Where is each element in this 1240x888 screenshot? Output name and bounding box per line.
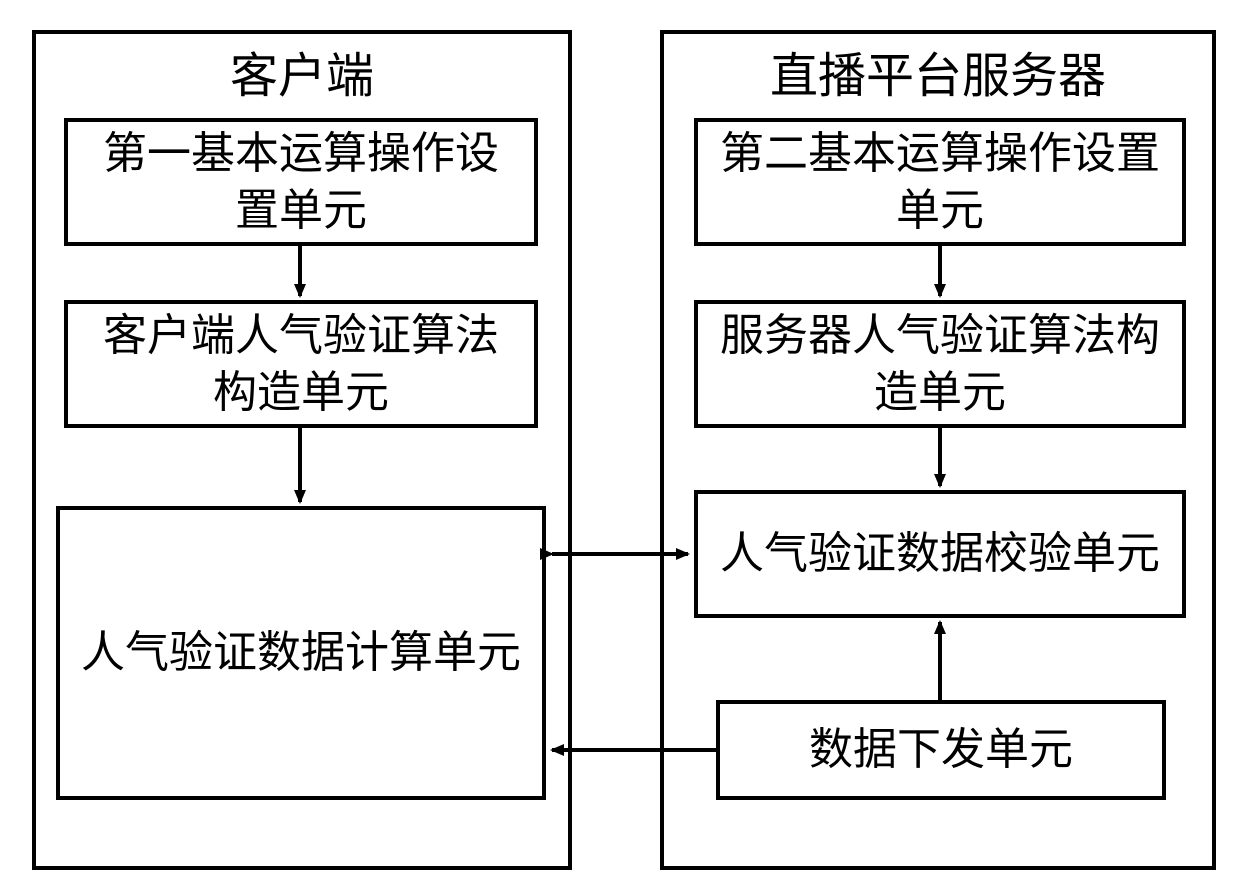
left-unit-1: 第一基本运算操作设置单元 — [64, 118, 538, 246]
right-unit-4: 数据下发单元 — [716, 700, 1166, 800]
right-unit-1: 第二基本运算操作设置单元 — [694, 118, 1186, 246]
unit-label: 第一基本运算操作设置单元 — [88, 125, 514, 239]
unit-label: 人气验证数据校验单元 — [720, 525, 1160, 582]
right-unit-2: 服务器人气验证算法构造单元 — [694, 300, 1186, 428]
right-title: 直播平台服务器 — [664, 48, 1212, 106]
left-unit-2: 客户端人气验证算法构造单元 — [64, 300, 538, 428]
unit-label: 服务器人气验证算法构造单元 — [718, 307, 1162, 421]
right-unit-3: 人气验证数据校验单元 — [694, 490, 1186, 618]
unit-label: 人气验证数据计算单元 — [81, 624, 521, 681]
unit-label: 客户端人气验证算法构造单元 — [88, 307, 514, 421]
unit-label: 第二基本运算操作设置单元 — [718, 125, 1162, 239]
unit-label: 数据下发单元 — [809, 721, 1073, 778]
left-unit-3: 人气验证数据计算单元 — [56, 506, 546, 800]
left-title: 客户端 — [36, 48, 568, 106]
